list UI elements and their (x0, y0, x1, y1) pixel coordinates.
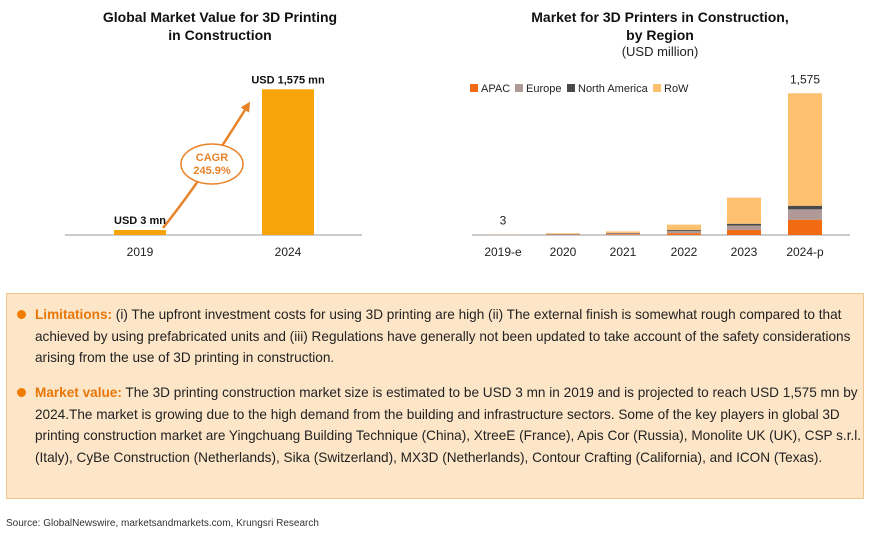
bar-2023-europe (727, 225, 761, 231)
notes-panel: Limitations: (i) The upfront investment … (6, 293, 864, 499)
right-stacked-bar-chart: APAC Europe North America RoW 3 2019-e 2020 20… (470, 72, 850, 259)
legend-label-europe: Europe (526, 83, 561, 95)
right-chart-title-line1: Market for 3D Printers in Construction, (531, 9, 789, 25)
legend-label-apac: APAC (481, 83, 510, 95)
bullet-dot (17, 388, 26, 397)
data-label-2019-e: 3 (500, 214, 507, 228)
source-note: Source: GlobalNewswire, marketsandmarket… (6, 518, 319, 529)
bar-2024-p-europe (788, 209, 822, 220)
bar-2023-north-america (727, 223, 761, 226)
bar-2022-row (667, 224, 701, 231)
bar-2021-row (606, 231, 640, 233)
legend-label-north-america: North America (578, 83, 649, 95)
bar-2022-north-america (667, 230, 701, 231)
legend-swatch-north-america (567, 84, 575, 92)
right-chart-subtitle: (USD million) (621, 44, 699, 59)
bar-2024-p-apac (788, 219, 822, 235)
x-tick-2022: 2022 (671, 245, 698, 259)
bar-2024-p-north-america (788, 205, 822, 210)
cagr-label: CAGR (196, 152, 228, 164)
legend-swatch-row (653, 84, 661, 92)
x-tick-2019: 2019 (127, 245, 154, 259)
legend-swatch-apac (470, 84, 478, 92)
bar-2023-row (727, 197, 761, 224)
data-label-2024-p: 1,575 (790, 72, 820, 86)
market-value-note: Market value: The 3D printing constructi… (17, 382, 870, 468)
market-value-label: Market value: (35, 385, 122, 400)
limitations-text: (i) The upfront investment costs for usi… (35, 307, 851, 365)
right-chart-title: Market for 3D Printers in Construction, … (490, 8, 830, 44)
bar-2024-p-row (788, 93, 822, 206)
x-tick-2024: 2024 (275, 245, 302, 259)
limitations-note: Limitations: (i) The upfront investment … (17, 304, 870, 369)
left-chart-title: Global Market Value for 3D Printing in C… (60, 8, 380, 44)
x-tick-2023: 2023 (731, 245, 758, 259)
limitations-label: Limitations: (35, 307, 113, 322)
bar-2020-row (546, 233, 580, 234)
x-tick-2021: 2021 (610, 245, 637, 259)
market-value-text: The 3D printing construction market size… (35, 385, 862, 465)
left-chart-title-line1: Global Market Value for 3D Printing (102, 9, 338, 25)
data-label-2019: USD 3 mn (114, 215, 166, 227)
legend-label-row: RoW (664, 83, 689, 95)
x-tick-2024-p: 2024-p (786, 245, 824, 259)
data-label-2024: USD 1,575 mn (251, 74, 325, 86)
bar-2022-europe (667, 230, 701, 234)
cagr-value: 245.9% (193, 165, 231, 177)
x-tick-2020: 2020 (550, 245, 577, 259)
bar-2022-apac (667, 233, 701, 235)
left-bar-chart: CAGR 245.9% USD 3 mn 2019 USD 1,575 mn 2024 (65, 74, 362, 259)
bar-2024 (262, 89, 314, 235)
bar-2019 (114, 230, 166, 235)
x-tick-2019-e: 2019-e (484, 245, 522, 259)
cagr-badge (180, 143, 244, 185)
bar-2021-apac (606, 234, 640, 235)
bar-2023-apac (727, 230, 761, 235)
legend-swatch-europe (515, 84, 523, 92)
bar-2021-europe (606, 233, 640, 235)
right-chart-title-line2: by Region (626, 27, 694, 43)
left-chart-title-line2: in Construction (168, 27, 272, 43)
bullet-dot (17, 310, 26, 319)
